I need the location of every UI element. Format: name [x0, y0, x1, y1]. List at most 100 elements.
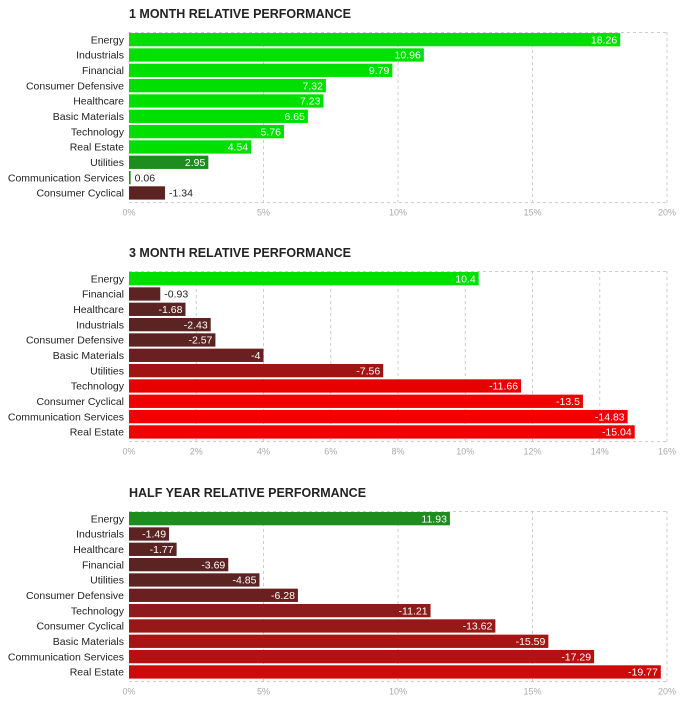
x-tick-label: 20%	[658, 687, 676, 697]
bar	[129, 333, 216, 347]
bar-value-label: -7.56	[356, 365, 380, 377]
category-label: Healthcare	[73, 544, 124, 556]
bar	[129, 649, 595, 664]
category-label: Industrials	[76, 50, 124, 62]
category-label: Healthcare	[73, 96, 124, 108]
bar	[129, 272, 479, 286]
bar	[129, 603, 431, 618]
bar-value-label: -4	[251, 350, 260, 362]
x-tick-label: 8%	[391, 447, 404, 457]
category-label: Consumer Defensive	[26, 335, 124, 347]
bar-value-label: 5.76	[261, 126, 282, 138]
bar-value-label: 11.93	[421, 513, 447, 525]
category-label: Utilities	[90, 365, 124, 377]
category-label: Consumer Defensive	[26, 590, 124, 602]
bar-value-label: -1.77	[150, 544, 174, 556]
bar-value-label: 10.4	[455, 273, 476, 285]
bar-value-label: -19.77	[628, 667, 658, 679]
x-tick-label: 10%	[389, 687, 407, 697]
category-label: Industrials	[76, 319, 124, 331]
category-label: Financial	[82, 559, 124, 571]
bar	[129, 665, 661, 679]
category-label: Real Estate	[70, 142, 124, 154]
category-label: Communication Services	[8, 172, 124, 184]
bar	[129, 287, 161, 301]
category-label: Industrials	[76, 529, 124, 541]
x-tick-label: 15%	[523, 208, 541, 218]
category-label: Communication Services	[8, 651, 124, 663]
bar	[129, 348, 264, 362]
category-label: Basic Materials	[53, 111, 124, 123]
bar	[129, 155, 209, 169]
bar-value-label: 7.23	[300, 96, 321, 108]
bar-value-label: -1.34	[169, 188, 193, 200]
bar-value-label: -3.69	[201, 559, 225, 571]
bar-value-label: 4.54	[228, 142, 249, 154]
bar-value-label: -0.93	[164, 289, 188, 301]
category-label: Real Estate	[70, 427, 124, 439]
bar	[129, 619, 496, 633]
x-tick-label: 10%	[456, 447, 474, 457]
bar-chart-3-month: 0% 2% 4% 6% 8% 10% 12% 14% 16% Energy 10.4 Financia…	[8, 271, 676, 457]
category-label: Financial	[82, 289, 124, 301]
x-tick-label: 15%	[523, 687, 541, 697]
bar-value-label: 0.06	[135, 172, 156, 184]
x-tick-label: 14%	[591, 447, 609, 457]
bar	[129, 527, 170, 541]
category-label: Communication Services	[8, 411, 124, 423]
x-tick-label: 5%	[257, 687, 270, 697]
bar	[129, 186, 166, 200]
bar-value-label: -17.29	[561, 651, 591, 663]
bar-value-label: -2.57	[188, 335, 212, 347]
bar	[129, 409, 628, 424]
x-tick-label: 0%	[122, 208, 135, 218]
category-label: Energy	[91, 513, 125, 525]
bar	[129, 317, 211, 332]
x-tick-label: 5%	[257, 208, 270, 218]
bar	[129, 394, 583, 408]
bar	[129, 302, 186, 316]
category-label: Energy	[91, 273, 125, 285]
category-label: Healthcare	[73, 304, 124, 316]
chart-title: 3 MONTH RELATIVE PERFORMANCE	[129, 246, 351, 260]
bar-value-label: -11.66	[489, 381, 518, 393]
x-tick-label: 16%	[658, 447, 676, 457]
bar-chart-1-month: 0% 5% 10% 15% 20% Energy 18.26 Industrials 10.96…	[8, 32, 676, 218]
chart-title: HALF YEAR RELATIVE PERFORMANCE	[129, 486, 367, 500]
bar	[129, 363, 384, 378]
category-label: Technology	[71, 126, 125, 138]
x-tick-label: 20%	[658, 208, 676, 218]
bar	[129, 109, 308, 123]
category-label: Real Estate	[70, 667, 124, 679]
category-label: Energy	[91, 34, 125, 46]
bar-value-label: -2.43	[184, 319, 208, 331]
category-label: Consumer Cyclical	[36, 621, 124, 633]
bar-value-label: 6.65	[284, 111, 305, 123]
x-tick-label: 12%	[523, 447, 541, 457]
bar	[129, 78, 326, 93]
bar-chart-half-year: 0% 5% 10% 15% 20% Energy 11.93 Industrials -1.49…	[8, 511, 676, 697]
bar	[129, 170, 131, 185]
category-label: Basic Materials	[53, 636, 124, 648]
chart-panel-3-month: 3 MONTH RELATIVE PERFORMANCE 0% 2% 4% 6% 8% 1…	[0, 246, 693, 466]
bar	[129, 557, 229, 572]
category-label: Consumer Cyclical	[36, 188, 124, 200]
category-label: Consumer Cyclical	[36, 396, 124, 408]
x-tick-label: 6%	[324, 447, 337, 457]
bar-value-label: -11.21	[399, 605, 428, 617]
bar-value-label: -15.59	[516, 636, 546, 648]
bar-value-label: -13.5	[556, 396, 580, 408]
x-tick-label: 0%	[122, 447, 135, 457]
category-label: Basic Materials	[53, 350, 124, 362]
x-tick-label: 2%	[190, 447, 203, 457]
bar-value-label: -1.49	[142, 529, 166, 541]
bar-value-label: 18.26	[591, 34, 617, 46]
x-tick-label: 10%	[389, 208, 407, 218]
category-label: Technology	[71, 605, 125, 617]
bar	[129, 33, 621, 47]
bar-value-label: 10.96	[395, 50, 421, 62]
category-label: Technology	[71, 381, 125, 393]
bar	[129, 63, 393, 77]
chart-panel-1-month: 1 MONTH RELATIVE PERFORMANCE 0% 5% 10% 15% 2…	[0, 7, 693, 227]
bar	[129, 140, 252, 154]
